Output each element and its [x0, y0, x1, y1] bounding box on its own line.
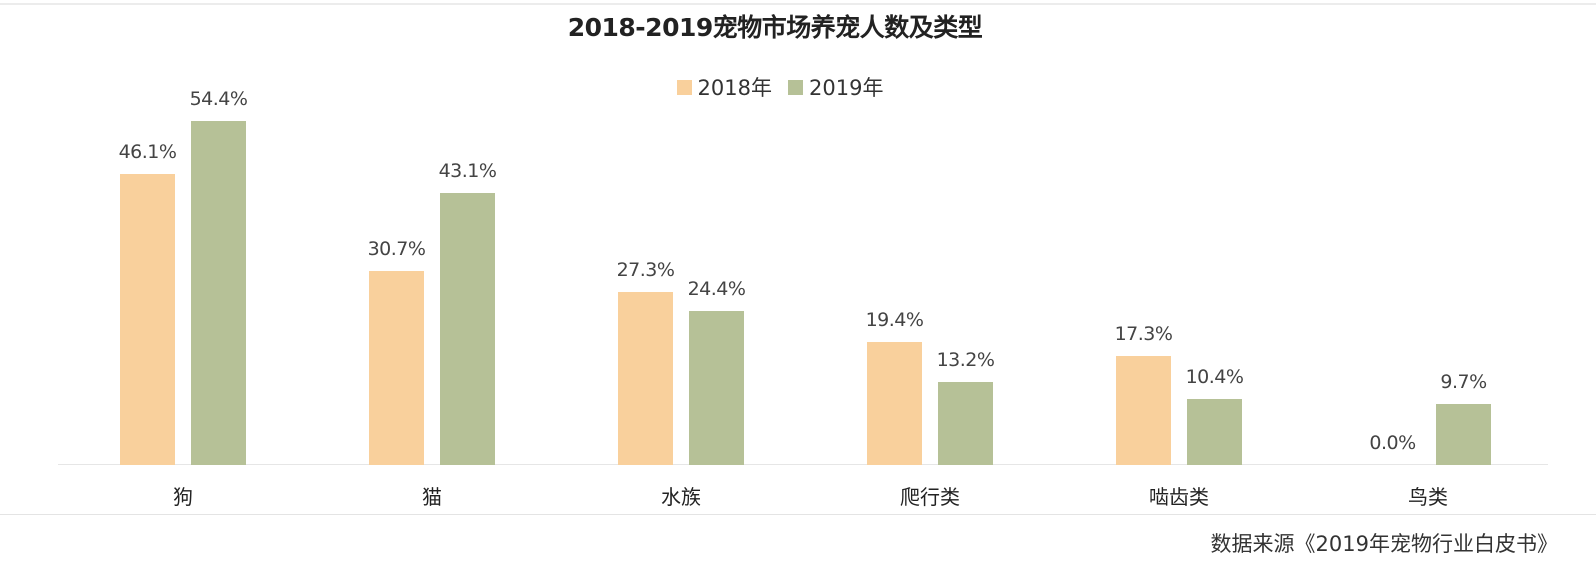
data-label: 24.4%	[687, 278, 746, 300]
bar-2019	[440, 193, 495, 465]
bar-2018	[369, 271, 424, 465]
x-axis-label: 狗	[173, 485, 193, 509]
data-label: 54.4%	[189, 88, 248, 110]
bar-2019	[938, 382, 993, 465]
x-axis-label: 鸟类	[1408, 485, 1448, 509]
x-axis-baseline	[58, 464, 1548, 465]
bar-2019	[1436, 404, 1491, 465]
data-label: 9.7%	[1440, 371, 1487, 393]
bar-2018	[120, 174, 175, 465]
legend-swatch-2018	[676, 79, 692, 95]
bar-2018	[1116, 356, 1171, 465]
data-label: 46.1%	[118, 141, 177, 163]
chart-title: 2018-2019宠物市场养宠人数及类型	[567, 13, 983, 42]
legend: 2018年 2019年	[0, 72, 1560, 102]
data-label: 13.2%	[936, 349, 995, 371]
x-axis-label: 水族	[661, 485, 701, 509]
legend-item-2018: 2018年	[676, 72, 772, 102]
data-label: 10.4%	[1185, 366, 1244, 388]
data-label: 19.4%	[865, 309, 924, 331]
top-border	[0, 3, 1596, 5]
footer-divider	[0, 514, 1596, 515]
bar-2019	[1187, 399, 1242, 465]
bar-2019	[191, 121, 246, 465]
bar-2018	[618, 292, 673, 465]
bar-2019	[689, 311, 744, 465]
bar-2018	[867, 342, 922, 465]
data-label: 27.3%	[616, 259, 675, 281]
data-label: 43.1%	[438, 160, 497, 182]
data-label: 17.3%	[1114, 323, 1173, 345]
data-label: 0.0%	[1369, 432, 1416, 454]
legend-item-2019: 2019年	[788, 72, 883, 102]
x-axis-label: 猫	[422, 485, 442, 509]
data-source-note: 数据来源《2019年宠物行业白皮书》	[1210, 532, 1558, 556]
x-axis-label: 爬行类	[900, 485, 960, 509]
legend-label-2019: 2019年	[809, 76, 884, 100]
legend-swatch-2019	[788, 79, 803, 95]
data-label: 30.7%	[367, 238, 426, 260]
legend-label-2018: 2018年	[697, 76, 772, 100]
x-axis-label: 啮齿类	[1149, 485, 1209, 509]
